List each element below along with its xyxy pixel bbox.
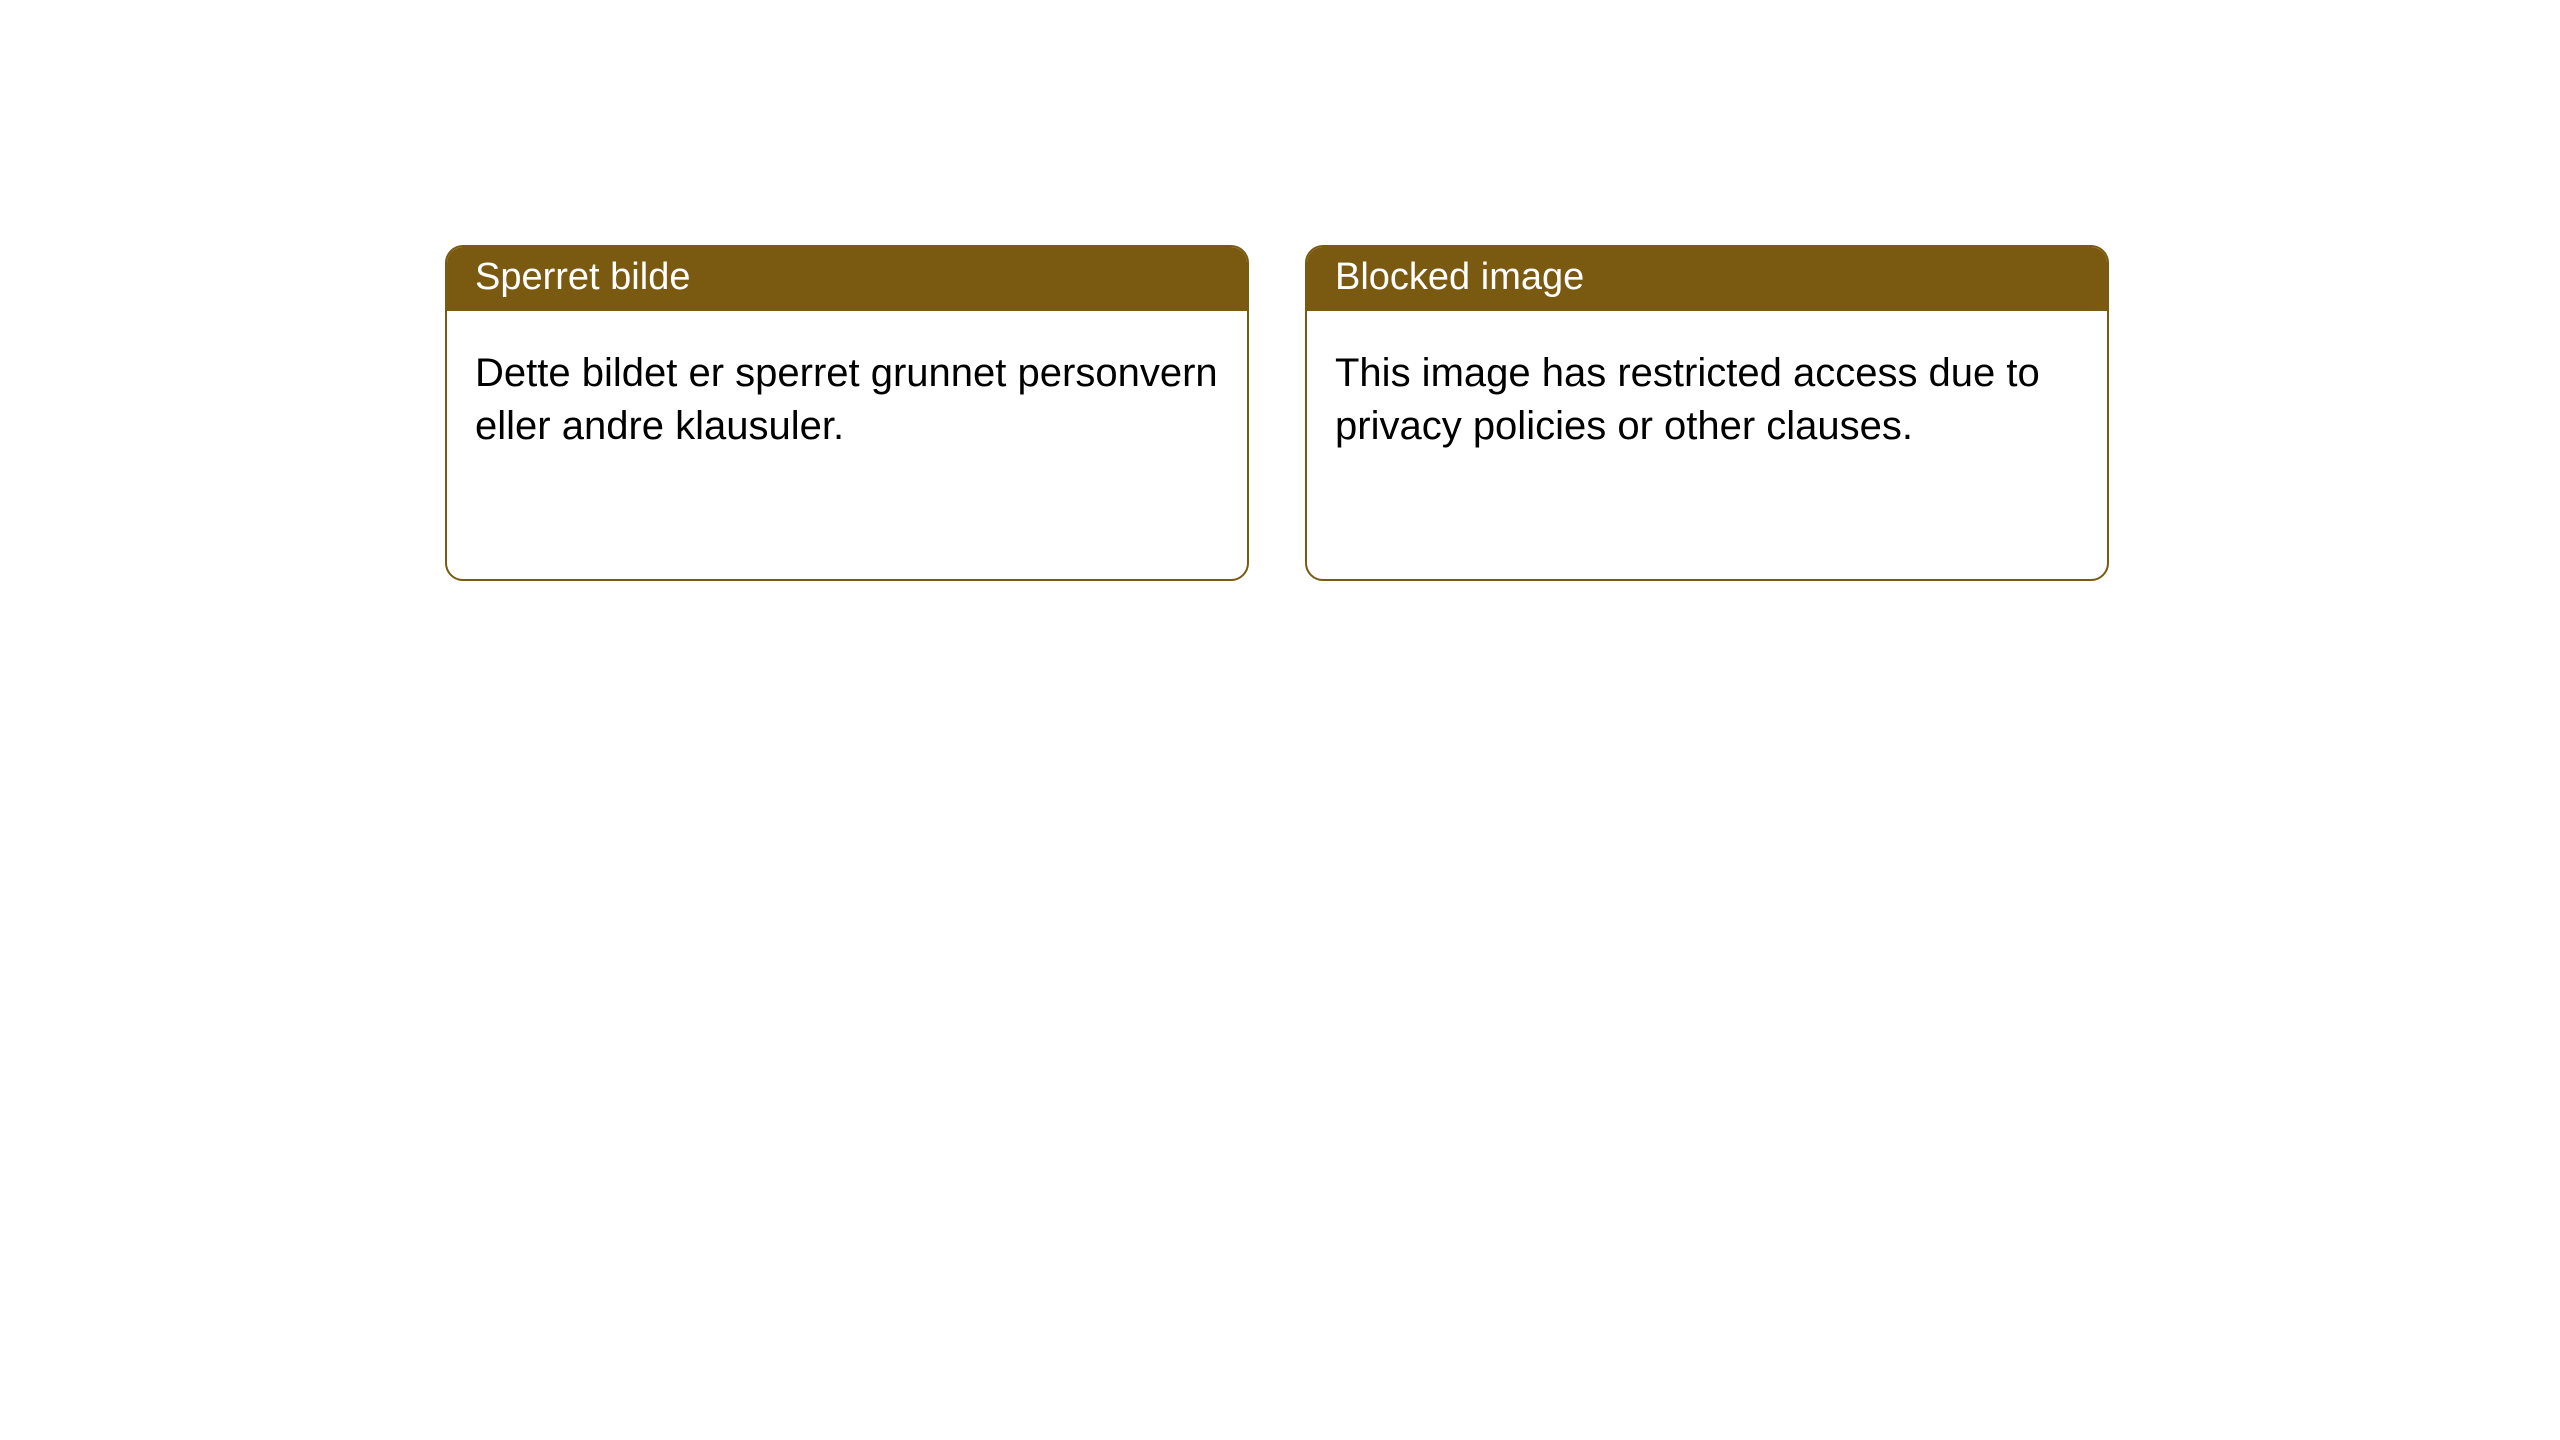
notice-card-english: Blocked image This image has restricted … — [1305, 245, 2109, 581]
notice-header-english: Blocked image — [1307, 247, 2107, 311]
notice-container: Sperret bilde Dette bildet er sperret gr… — [0, 0, 2560, 581]
notice-body-norwegian: Dette bildet er sperret grunnet personve… — [447, 311, 1247, 481]
notice-card-norwegian: Sperret bilde Dette bildet er sperret gr… — [445, 245, 1249, 581]
notice-body-english: This image has restricted access due to … — [1307, 311, 2107, 481]
notice-header-norwegian: Sperret bilde — [447, 247, 1247, 311]
